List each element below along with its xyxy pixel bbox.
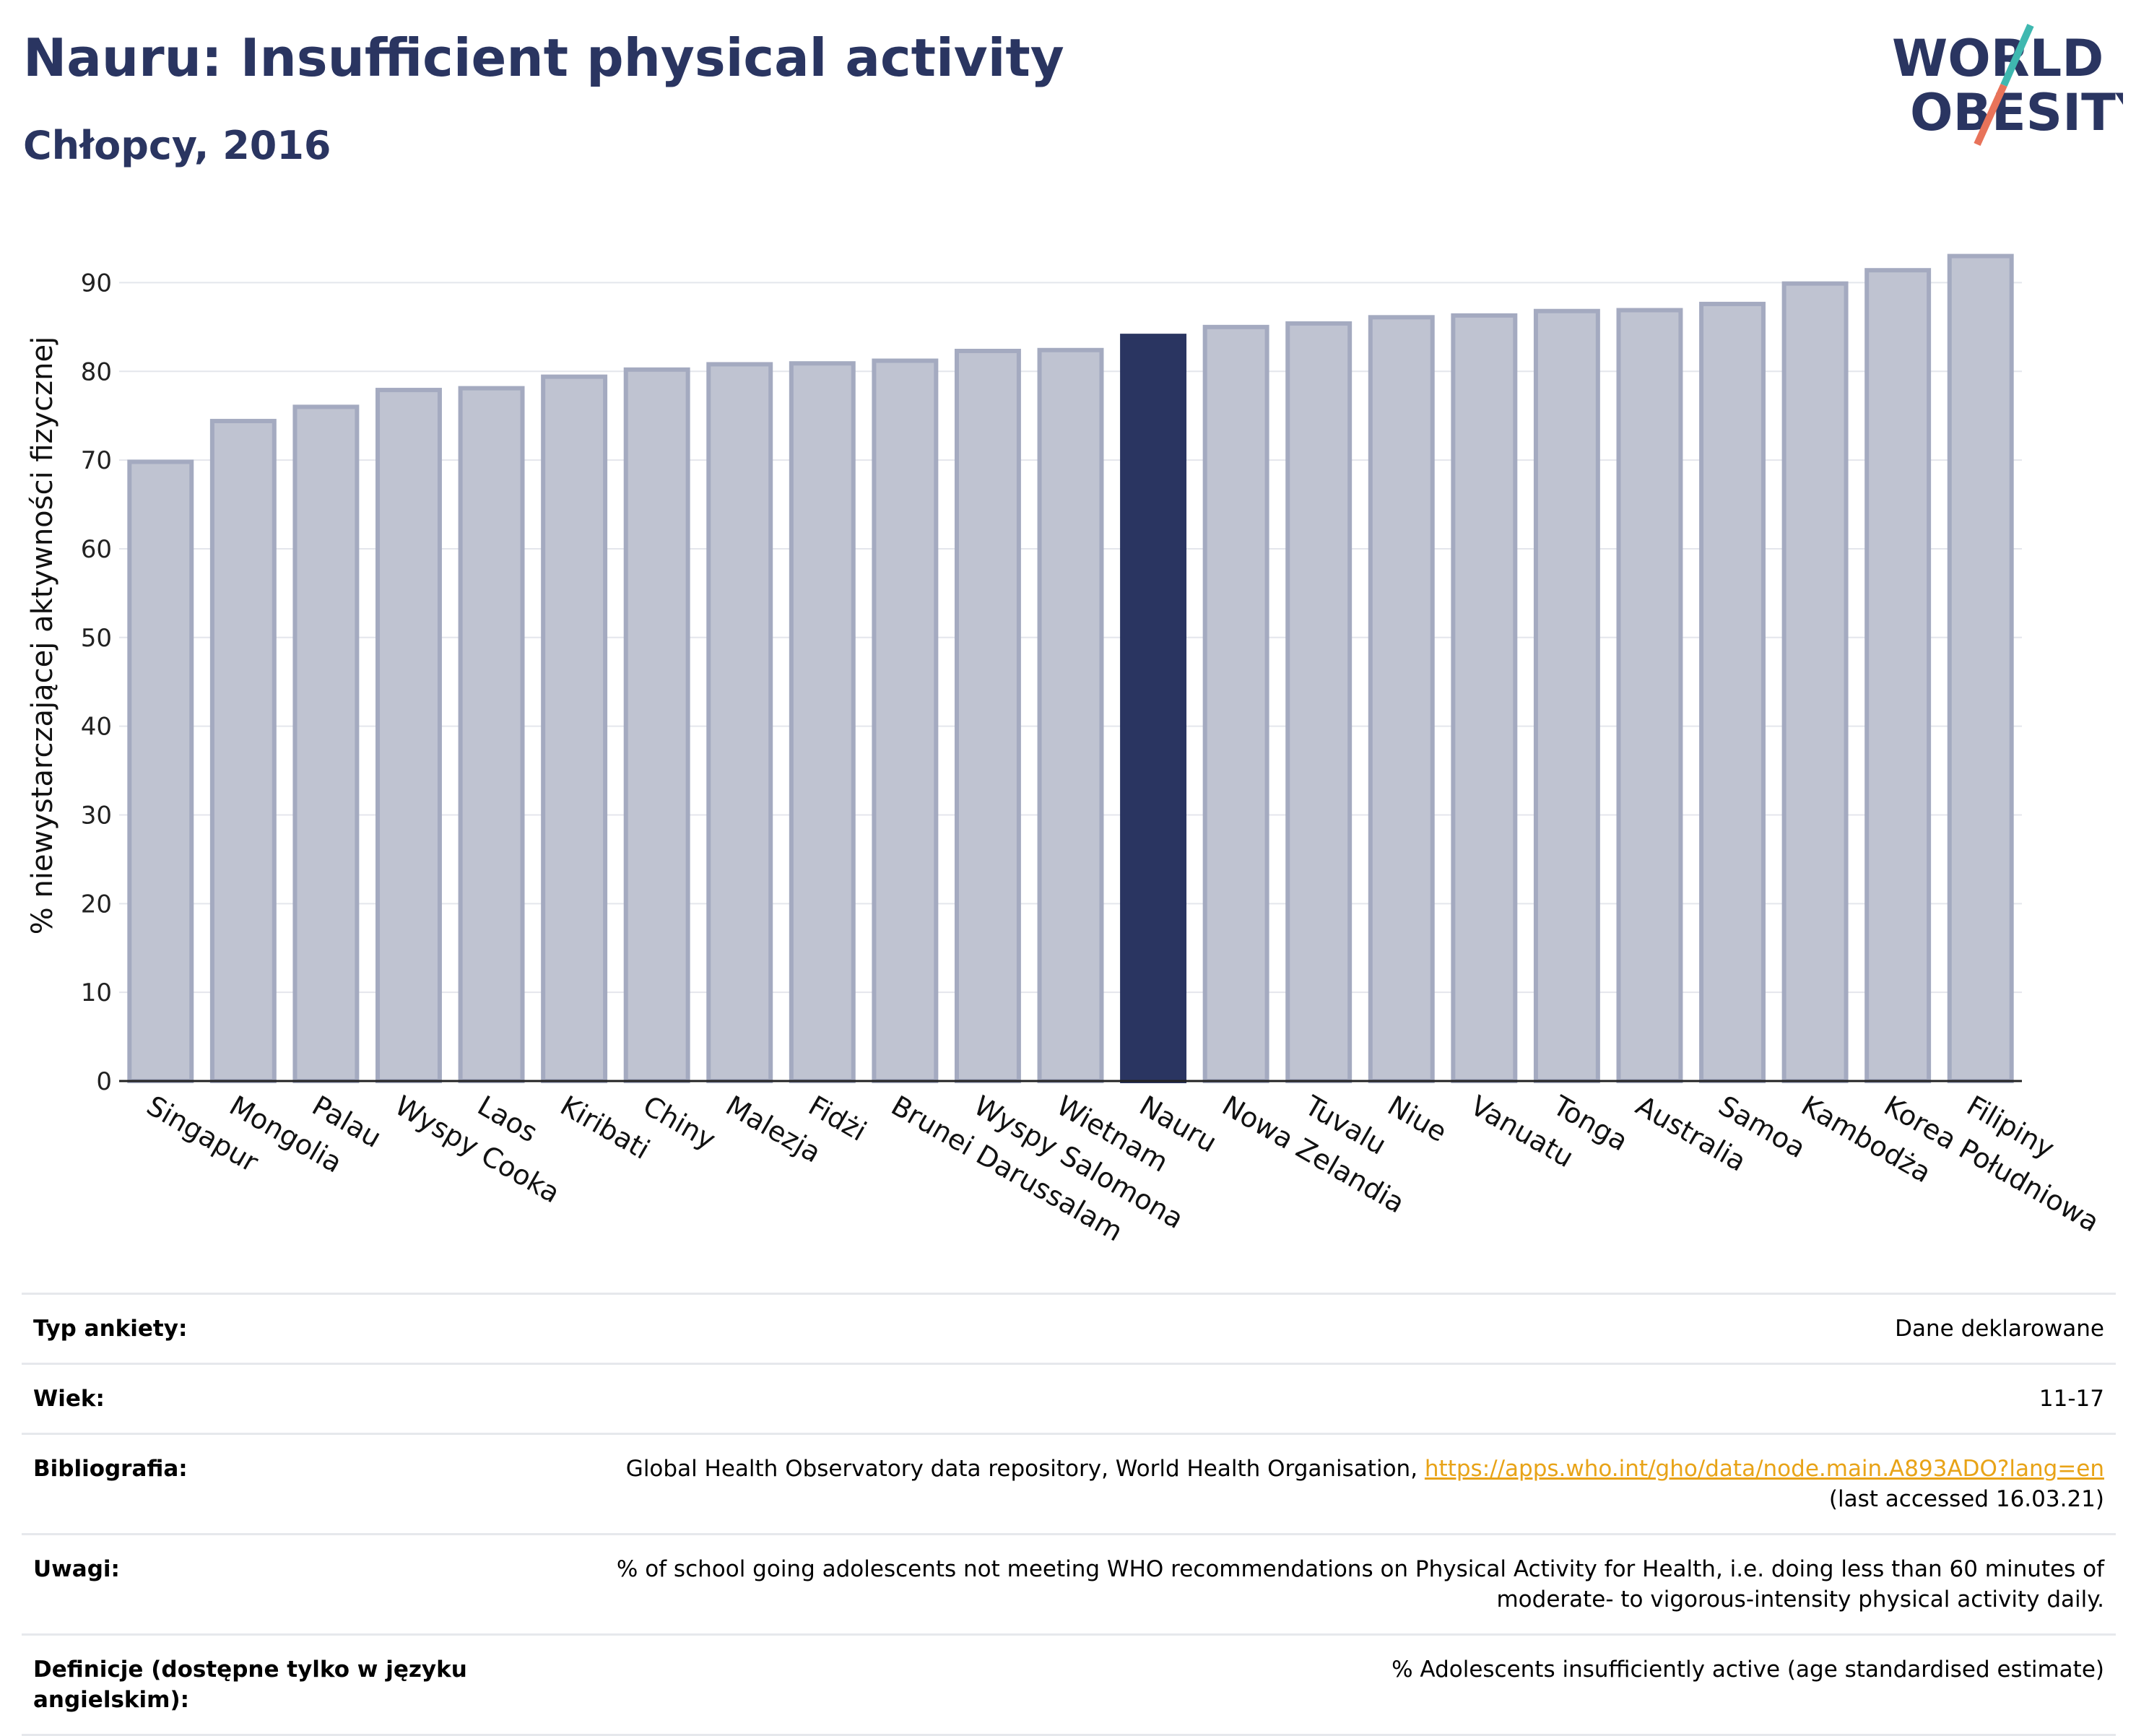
- chart-title: Nauru: Insufficient physical activity: [23, 27, 1064, 88]
- info-value: Dane deklarowane: [1895, 1316, 2104, 1342]
- y-tick-label: 70: [81, 446, 112, 475]
- info-row-age: Wiek: 11-17: [22, 1363, 2116, 1433]
- x-tick-label: Niue: [1382, 1090, 1452, 1148]
- info-label: Bibliografia:: [33, 1456, 188, 1482]
- y-tick-label: 90: [81, 269, 112, 298]
- bar-nauru: [1120, 334, 1187, 1083]
- bar-korea-południowa: [1864, 268, 1932, 1083]
- bibliography-link[interactable]: https://apps.who.int/gho/data/node.main.…: [1424, 1456, 2104, 1482]
- bar-brunei-darussalam: [872, 358, 939, 1083]
- y-tick-label: 50: [81, 624, 112, 653]
- info-table: Typ ankiety: Dane deklarowane Wiek: 11-1…: [22, 1293, 2116, 1736]
- bar-kiribati: [541, 374, 608, 1083]
- bar-wietnam: [1037, 347, 1104, 1083]
- info-value: 11-17: [2039, 1386, 2104, 1412]
- logo-slash-coral: [1974, 83, 2007, 147]
- bars: [127, 253, 2014, 1084]
- y-tick-label: 0: [96, 1067, 112, 1096]
- info-label: Typ ankiety:: [33, 1316, 188, 1342]
- info-label: Uwagi:: [33, 1556, 120, 1582]
- y-tick-label: 40: [81, 713, 112, 742]
- bar-tonga: [1533, 308, 1600, 1084]
- bar-chart: 0102030405060708090SingapurMongoliaPalau…: [26, 253, 2105, 1248]
- x-tick-label: Malezja: [721, 1090, 827, 1169]
- bar-samoa: [1699, 301, 1766, 1083]
- bar-australia: [1616, 308, 1683, 1084]
- y-tick-label: 80: [81, 357, 112, 386]
- bar-chiny: [623, 367, 690, 1083]
- info-row-bibliography: Bibliografia: Global Health Observatory …: [22, 1433, 2116, 1533]
- bar-malezja: [706, 362, 773, 1083]
- bar-wyspy-cooka: [375, 388, 442, 1083]
- logo-text-line1: WORLD: [1892, 29, 2104, 88]
- bar-singapur: [127, 459, 194, 1083]
- world-obesity-logo: WORLD OBESITY: [1892, 23, 2123, 147]
- bar-tuvalu: [1285, 321, 1353, 1083]
- info-row-notes: Uwagi: % of school going adolescents not…: [22, 1533, 2116, 1633]
- bar-laos: [458, 386, 525, 1083]
- bar-mongolia: [209, 419, 277, 1083]
- logo-text-line2: OBESITY: [1910, 83, 2123, 142]
- info-label: Definicje (dostępne tylko w języku angie…: [33, 1657, 467, 1713]
- info-row-definitions: Definicje (dostępne tylko w języku angie…: [22, 1633, 2116, 1736]
- bar-niue: [1368, 315, 1435, 1083]
- bibliography-text: Global Health Observatory data repositor…: [625, 1456, 1425, 1482]
- info-value: % of school going adolescents not meetin…: [616, 1556, 2104, 1613]
- y-tick-label: 10: [81, 978, 112, 1007]
- logo-slash-teal: [2000, 23, 2034, 87]
- info-value: Global Health Observatory data repositor…: [626, 1454, 2104, 1514]
- bar-nowa-zelandia: [1202, 324, 1269, 1083]
- info-label: Wiek:: [33, 1386, 105, 1412]
- bar-fidżi: [789, 361, 856, 1083]
- info-row-survey-type: Typ ankiety: Dane deklarowane: [22, 1293, 2116, 1363]
- bar-kambodża: [1781, 281, 1849, 1084]
- y-tick-label: 30: [81, 801, 112, 830]
- bar-vanuatu: [1451, 313, 1518, 1083]
- info-value: % Adolescents insufficiently active (age…: [1392, 1657, 2104, 1683]
- x-tick-label: Kiribati: [555, 1090, 656, 1166]
- y-axis-label: % niewystarczającej aktywności fizycznej: [26, 337, 59, 935]
- bar-filipiny: [1947, 253, 2014, 1083]
- y-tick-label: 60: [81, 535, 112, 564]
- chart-subtitle: Chłopcy, 2016: [23, 123, 331, 168]
- bar-palau: [292, 404, 360, 1083]
- y-tick-label: 20: [81, 890, 112, 919]
- bar-wyspy-salomona: [954, 349, 1021, 1083]
- bibliography-accessed: (last accessed 16.03.21): [1828, 1486, 2104, 1512]
